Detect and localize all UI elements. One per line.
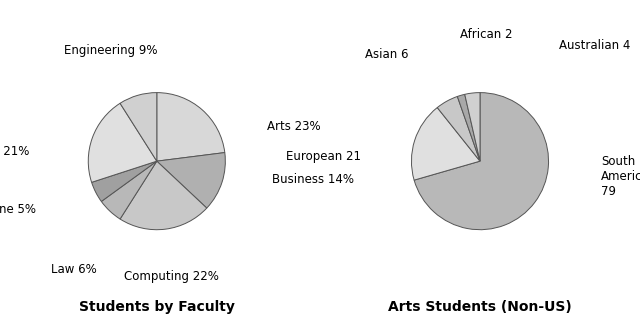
Wedge shape xyxy=(92,161,157,201)
Text: Law 6%: Law 6% xyxy=(51,263,97,276)
Text: Australian 4: Australian 4 xyxy=(559,39,631,52)
Wedge shape xyxy=(101,161,157,219)
Title: Students by Faculty: Students by Faculty xyxy=(79,301,235,314)
Text: South
American
79: South American 79 xyxy=(601,155,640,198)
Wedge shape xyxy=(157,153,225,208)
Text: Medicine 5%: Medicine 5% xyxy=(0,203,36,216)
Wedge shape xyxy=(157,93,225,161)
Wedge shape xyxy=(437,96,480,161)
Text: Engineering 9%: Engineering 9% xyxy=(64,44,157,57)
Text: Science 21%: Science 21% xyxy=(0,145,29,158)
Text: African 2: African 2 xyxy=(460,27,513,41)
Text: European 21: European 21 xyxy=(286,150,362,163)
Wedge shape xyxy=(465,93,480,161)
Wedge shape xyxy=(120,93,157,161)
Text: Asian 6: Asian 6 xyxy=(365,48,409,61)
Text: Arts 23%: Arts 23% xyxy=(267,119,321,132)
Wedge shape xyxy=(458,94,480,161)
Text: Business 14%: Business 14% xyxy=(272,173,354,186)
Wedge shape xyxy=(88,103,157,182)
Text: Computing 22%: Computing 22% xyxy=(124,270,220,283)
Wedge shape xyxy=(120,161,207,230)
Title: Arts Students (Non-US): Arts Students (Non-US) xyxy=(388,301,572,314)
Wedge shape xyxy=(412,107,480,180)
Wedge shape xyxy=(414,93,548,230)
